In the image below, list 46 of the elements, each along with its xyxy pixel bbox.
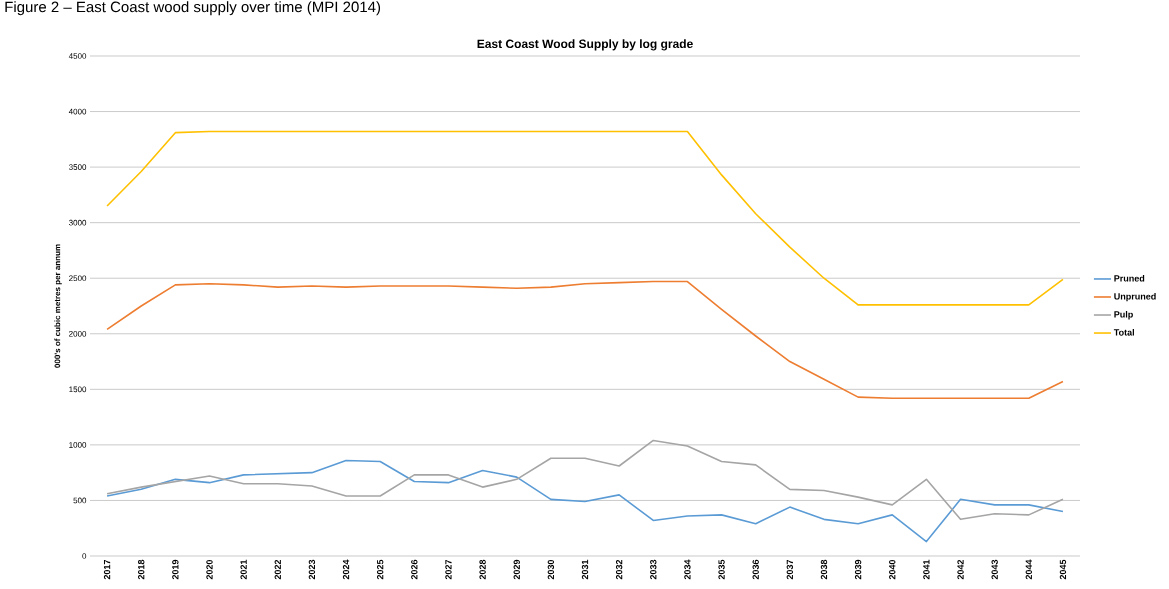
caption: Figure 2 – East Coast wood supply over time (MPI 2014) — [5, 1, 381, 16]
x-tick-label: 2037 — [786, 559, 794, 580]
x-tick-label: 2044 — [1025, 559, 1032, 580]
chart-title: East Coast Wood Supply by log grade — [477, 39, 693, 51]
x-tick-label: 2020 — [206, 559, 213, 580]
x-tick-label: 2032 — [615, 559, 623, 580]
y-tick-label: 0 — [82, 553, 87, 559]
x-tick-label: 2038 — [820, 559, 828, 580]
x-tick-label: 2031 — [581, 559, 589, 580]
x-tick-label: 2036 — [752, 559, 759, 580]
x-tick-label: 2017 — [103, 559, 111, 580]
legend-label: Pulp — [1114, 311, 1133, 320]
x-tick-label: 2023 — [308, 559, 316, 580]
x-tick-label: 2028 — [479, 559, 486, 580]
y-tick-label: 2500 — [69, 275, 87, 282]
x-tick-label: 2026 — [411, 559, 418, 580]
x-tick-label: 2041 — [923, 559, 930, 580]
legend-label: Pruned — [1114, 274, 1145, 282]
y-tick-label: 4000 — [68, 108, 87, 115]
x-tick-label: 2034 — [684, 559, 691, 580]
x-tick-label: 2030 — [547, 559, 555, 580]
x-tick-label: 2033 — [650, 559, 657, 580]
x-tick-label: 2045 — [1059, 559, 1067, 580]
y-tick-label: 4500 — [68, 53, 87, 59]
x-tick-label: 2027 — [445, 559, 452, 580]
y-tick-label: 1500 — [69, 386, 87, 393]
x-tick-label: 2043 — [991, 559, 998, 580]
x-tick-label: 2025 — [376, 559, 384, 580]
x-tick-label: 2042 — [957, 559, 964, 580]
x-tick-label: 2019 — [172, 559, 179, 580]
x-tick-label: 2039 — [854, 559, 862, 580]
x-tick-label: 2035 — [718, 559, 725, 580]
y-tick-label: 3000 — [68, 219, 87, 226]
legend-label: Unpruned — [1114, 292, 1156, 302]
x-tick-label: 2021 — [240, 559, 247, 580]
x-tick-label: 2040 — [889, 559, 896, 580]
y-tick-label: 2000 — [69, 330, 87, 337]
x-tick-label: 2018 — [138, 559, 145, 580]
x-tick-label: 2029 — [513, 559, 520, 580]
y-tick-label: 1000 — [69, 442, 87, 448]
y-tick-label: 500 — [73, 497, 87, 504]
legend-label: Total — [1113, 329, 1134, 336]
y-axis-title: 000's of cubic metres per annum — [54, 244, 62, 368]
x-tick-label: 2024 — [342, 559, 350, 580]
y-tick-label: 3500 — [68, 164, 87, 170]
x-tick-label: 2022 — [274, 559, 281, 580]
